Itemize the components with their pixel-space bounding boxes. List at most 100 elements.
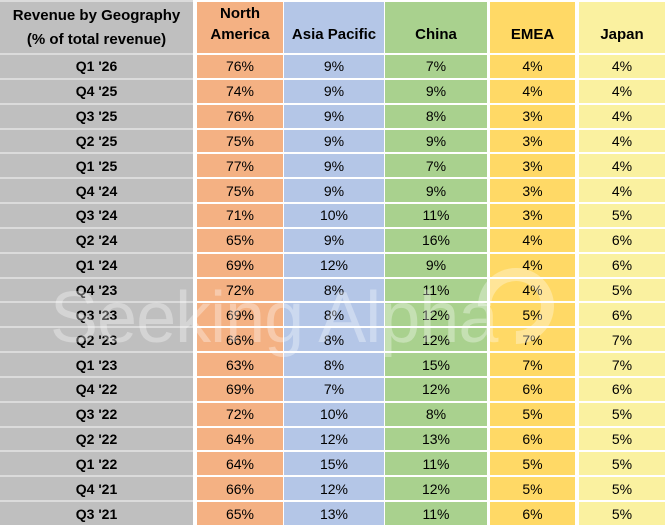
value-cell: 69% <box>197 377 283 401</box>
value-cell: 6% <box>490 377 575 401</box>
value-cell: 6% <box>579 228 665 252</box>
value-cell: 5% <box>579 427 665 451</box>
value-cell: 7% <box>490 328 575 352</box>
quarter-label: Q2 '25 <box>0 129 193 153</box>
value-cell: 4% <box>579 154 665 178</box>
value-cell: 6% <box>579 377 665 401</box>
value-cell: 5% <box>579 204 665 227</box>
value-cell: 9% <box>284 104 384 128</box>
quarter-label: Q4 '25 <box>0 79 193 103</box>
value-cell: 66% <box>197 328 283 352</box>
column-asia-pacific: Asia Pacific 9% 9% 9% 9% 9% 9% 10% 9% 12% 8% 8% 8% 8%… <box>284 0 384 525</box>
value-cell: 8% <box>284 278 384 302</box>
column-header: North America <box>197 2 283 53</box>
value-cell: 4% <box>490 253 575 277</box>
value-cell: 5% <box>490 402 575 426</box>
column-header: Asia Pacific <box>284 2 384 53</box>
quarter-label: Q4 '23 <box>0 278 193 302</box>
quarter-label: Q4 '22 <box>0 377 193 401</box>
value-cell: 8% <box>385 402 487 426</box>
column-china: China 7% 9% 8% 9% 7% 9% 11% 16% 9% 11% 12% 12% 15% 12%… <box>385 0 487 525</box>
value-cell: 4% <box>490 79 575 103</box>
value-cell: 9% <box>284 179 384 203</box>
value-cell: 5% <box>490 477 575 501</box>
value-cell: 10% <box>284 402 384 426</box>
value-cell: 3% <box>490 104 575 128</box>
value-cell: 77% <box>197 154 283 178</box>
value-cell: 12% <box>385 477 487 501</box>
value-cell: 8% <box>385 104 487 128</box>
value-cell: 4% <box>579 179 665 203</box>
value-cell: 12% <box>284 253 384 277</box>
value-cell: 71% <box>197 204 283 227</box>
column-header: Japan <box>579 2 665 53</box>
column-emea: EMEA 4% 4% 3% 3% 3% 3% 3% 4% 4% 4% 5% 7% 7% 6% 5% 6% 5% 5%… <box>490 0 575 525</box>
value-cell: 3% <box>490 204 575 227</box>
value-cell: 7% <box>490 353 575 376</box>
value-cell: 6% <box>579 253 665 277</box>
value-cell: 5% <box>579 452 665 476</box>
quarter-label: Q1 '26 <box>0 55 193 78</box>
value-cell: 6% <box>490 502 575 525</box>
quarter-label: Q3 '23 <box>0 303 193 327</box>
table-title: Revenue by Geography (% of total revenue… <box>0 2 193 53</box>
value-cell: 65% <box>197 228 283 252</box>
value-cell: 69% <box>197 253 283 277</box>
value-cell: 76% <box>197 55 283 78</box>
quarter-label: Q4 '24 <box>0 179 193 203</box>
value-cell: 5% <box>579 402 665 426</box>
quarter-label: Q3 '25 <box>0 104 193 128</box>
value-cell: 7% <box>385 55 487 78</box>
value-cell: 4% <box>490 228 575 252</box>
label-column: Revenue by Geography (% of total revenue… <box>0 0 193 525</box>
quarter-label: Q3 '24 <box>0 204 193 227</box>
value-cell: 11% <box>385 452 487 476</box>
value-cell: 3% <box>490 154 575 178</box>
value-cell: 76% <box>197 104 283 128</box>
value-cell: 5% <box>490 452 575 476</box>
value-cell: 5% <box>579 502 665 525</box>
value-cell: 9% <box>284 228 384 252</box>
value-cell: 13% <box>385 427 487 451</box>
value-cell: 8% <box>284 353 384 376</box>
value-cell: 8% <box>284 328 384 352</box>
value-cell: 9% <box>284 79 384 103</box>
value-cell: 9% <box>284 129 384 153</box>
column-header: China <box>385 2 487 53</box>
quarter-label: Q4 '21 <box>0 477 193 501</box>
value-cell: 4% <box>579 79 665 103</box>
quarter-label: Q2 '24 <box>0 228 193 252</box>
value-cell: 9% <box>385 253 487 277</box>
value-cell: 75% <box>197 179 283 203</box>
value-cell: 8% <box>284 303 384 327</box>
value-cell: 4% <box>579 55 665 78</box>
value-cell: 13% <box>284 502 384 525</box>
column-north-america: North America 76% 74% 76% 75% 77% 75% 71% 65% 69%… <box>197 0 283 525</box>
value-cell: 64% <box>197 427 283 451</box>
value-cell: 75% <box>197 129 283 153</box>
quarter-label: Q2 '23 <box>0 328 193 352</box>
value-cell: 12% <box>385 377 487 401</box>
value-cell: 7% <box>284 377 384 401</box>
value-cell: 69% <box>197 303 283 327</box>
value-cell: 6% <box>490 427 575 451</box>
value-cell: 12% <box>385 303 487 327</box>
quarter-label: Q1 '24 <box>0 253 193 277</box>
quarter-label: Q3 '21 <box>0 502 193 525</box>
value-cell: 72% <box>197 402 283 426</box>
quarter-label: Q3 '22 <box>0 402 193 426</box>
value-cell: 12% <box>385 328 487 352</box>
value-cell: 64% <box>197 452 283 476</box>
value-cell: 74% <box>197 79 283 103</box>
value-cell: 3% <box>490 129 575 153</box>
quarter-label: Q1 '25 <box>0 154 193 178</box>
title-line2: (% of total revenue) <box>26 30 167 48</box>
quarter-label: Q2 '22 <box>0 427 193 451</box>
value-cell: 6% <box>579 303 665 327</box>
value-cell: 4% <box>579 129 665 153</box>
title-line1: Revenue by Geography <box>12 7 181 25</box>
value-cell: 3% <box>490 179 575 203</box>
value-cell: 5% <box>579 477 665 501</box>
value-cell: 5% <box>579 278 665 302</box>
